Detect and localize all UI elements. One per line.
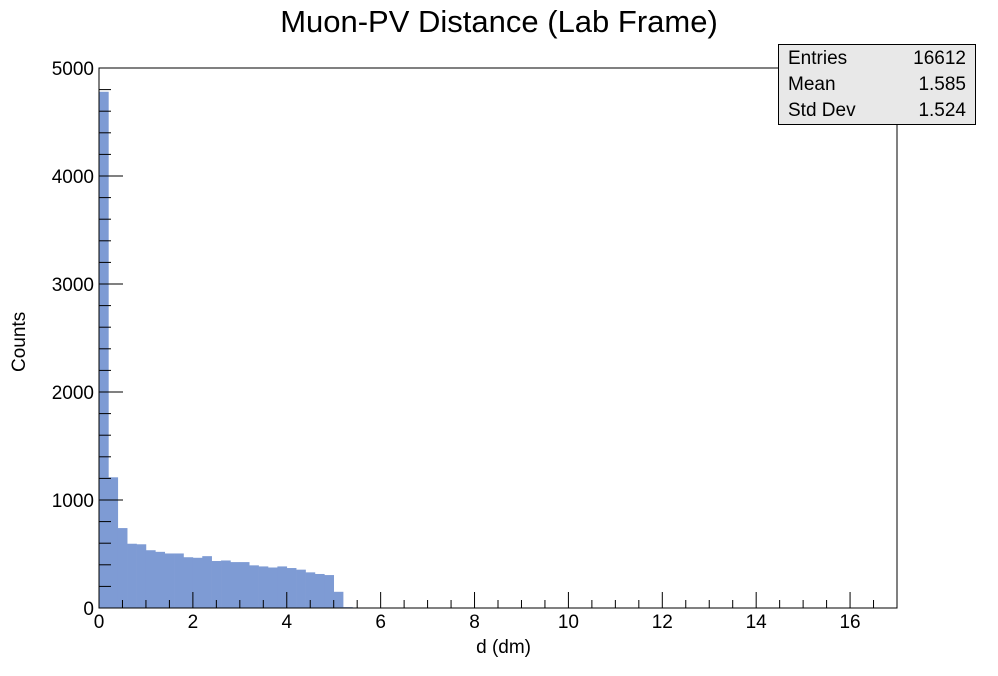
- histogram-bar: [211, 561, 222, 608]
- x-tick-label: 14: [746, 612, 768, 633]
- y-tick-label: 1000: [52, 491, 94, 512]
- stats-value: 1.585: [918, 74, 966, 95]
- plot-frame: [98, 67, 898, 609]
- histogram-bar: [202, 556, 212, 608]
- y-tick-label: 0: [83, 599, 94, 620]
- histogram-bar: [136, 544, 147, 608]
- histogram-bar: [117, 528, 128, 608]
- histogram-bar: [333, 591, 344, 608]
- chart-title: Muon-PV Distance (Lab Frame): [280, 4, 718, 39]
- x-tick-label: 10: [558, 612, 579, 633]
- stats-label: Std Dev: [788, 100, 856, 121]
- y-tick-label: 3000: [52, 275, 94, 296]
- histogram-bar: [183, 557, 194, 608]
- stats-row-stddev: Std Dev 1.524: [788, 98, 966, 124]
- stats-value: 1.524: [918, 100, 966, 121]
- histogram-bar: [145, 550, 156, 608]
- x-tick-label: 8: [469, 612, 480, 633]
- histogram-bar: [286, 568, 297, 608]
- stats-row-entries: Entries 16612: [788, 46, 966, 72]
- stats-box: Entries 16612 Mean 1.585 Std Dev 1.524: [778, 44, 976, 125]
- histogram-bar: [108, 477, 119, 608]
- histogram-bar: [277, 566, 288, 608]
- histogram-bar: [99, 91, 109, 608]
- histogram-bar: [267, 567, 278, 608]
- stats-label: Mean: [788, 74, 836, 95]
- x-tick-label: 2: [188, 612, 199, 633]
- histogram-bar: [230, 562, 241, 608]
- x-tick-label: 6: [375, 612, 386, 633]
- histogram-bar: [314, 573, 325, 608]
- x-tick-label: 12: [652, 612, 673, 633]
- histogram-bar: [127, 543, 137, 608]
- histogram-bar: [192, 557, 203, 608]
- histogram-bar: [155, 551, 166, 608]
- histogram-bar: [164, 553, 175, 608]
- x-tick-label: 4: [281, 612, 292, 633]
- x-tick-label: 16: [839, 612, 860, 633]
- stats-label: Entries: [788, 48, 848, 69]
- x-tick-label: 0: [94, 612, 105, 633]
- y-axis-label: Counts: [9, 312, 30, 372]
- y-tick-label: 4000: [52, 167, 94, 188]
- histogram-bar: [296, 569, 306, 608]
- y-tick-label: 5000: [52, 59, 94, 80]
- histogram-bar: [239, 562, 250, 608]
- stats-value: 16612: [913, 48, 966, 69]
- x-axis-label: d (dm): [476, 637, 531, 658]
- histogram-bar: [305, 572, 316, 608]
- histogram-bar: [221, 560, 231, 608]
- histogram-bar: [174, 553, 184, 608]
- histogram-bar: [249, 565, 259, 608]
- y-tick-label: 2000: [52, 383, 94, 404]
- histogram-bar: [258, 566, 269, 608]
- stats-row-mean: Mean 1.585: [788, 72, 966, 98]
- histogram-bar: [324, 575, 335, 608]
